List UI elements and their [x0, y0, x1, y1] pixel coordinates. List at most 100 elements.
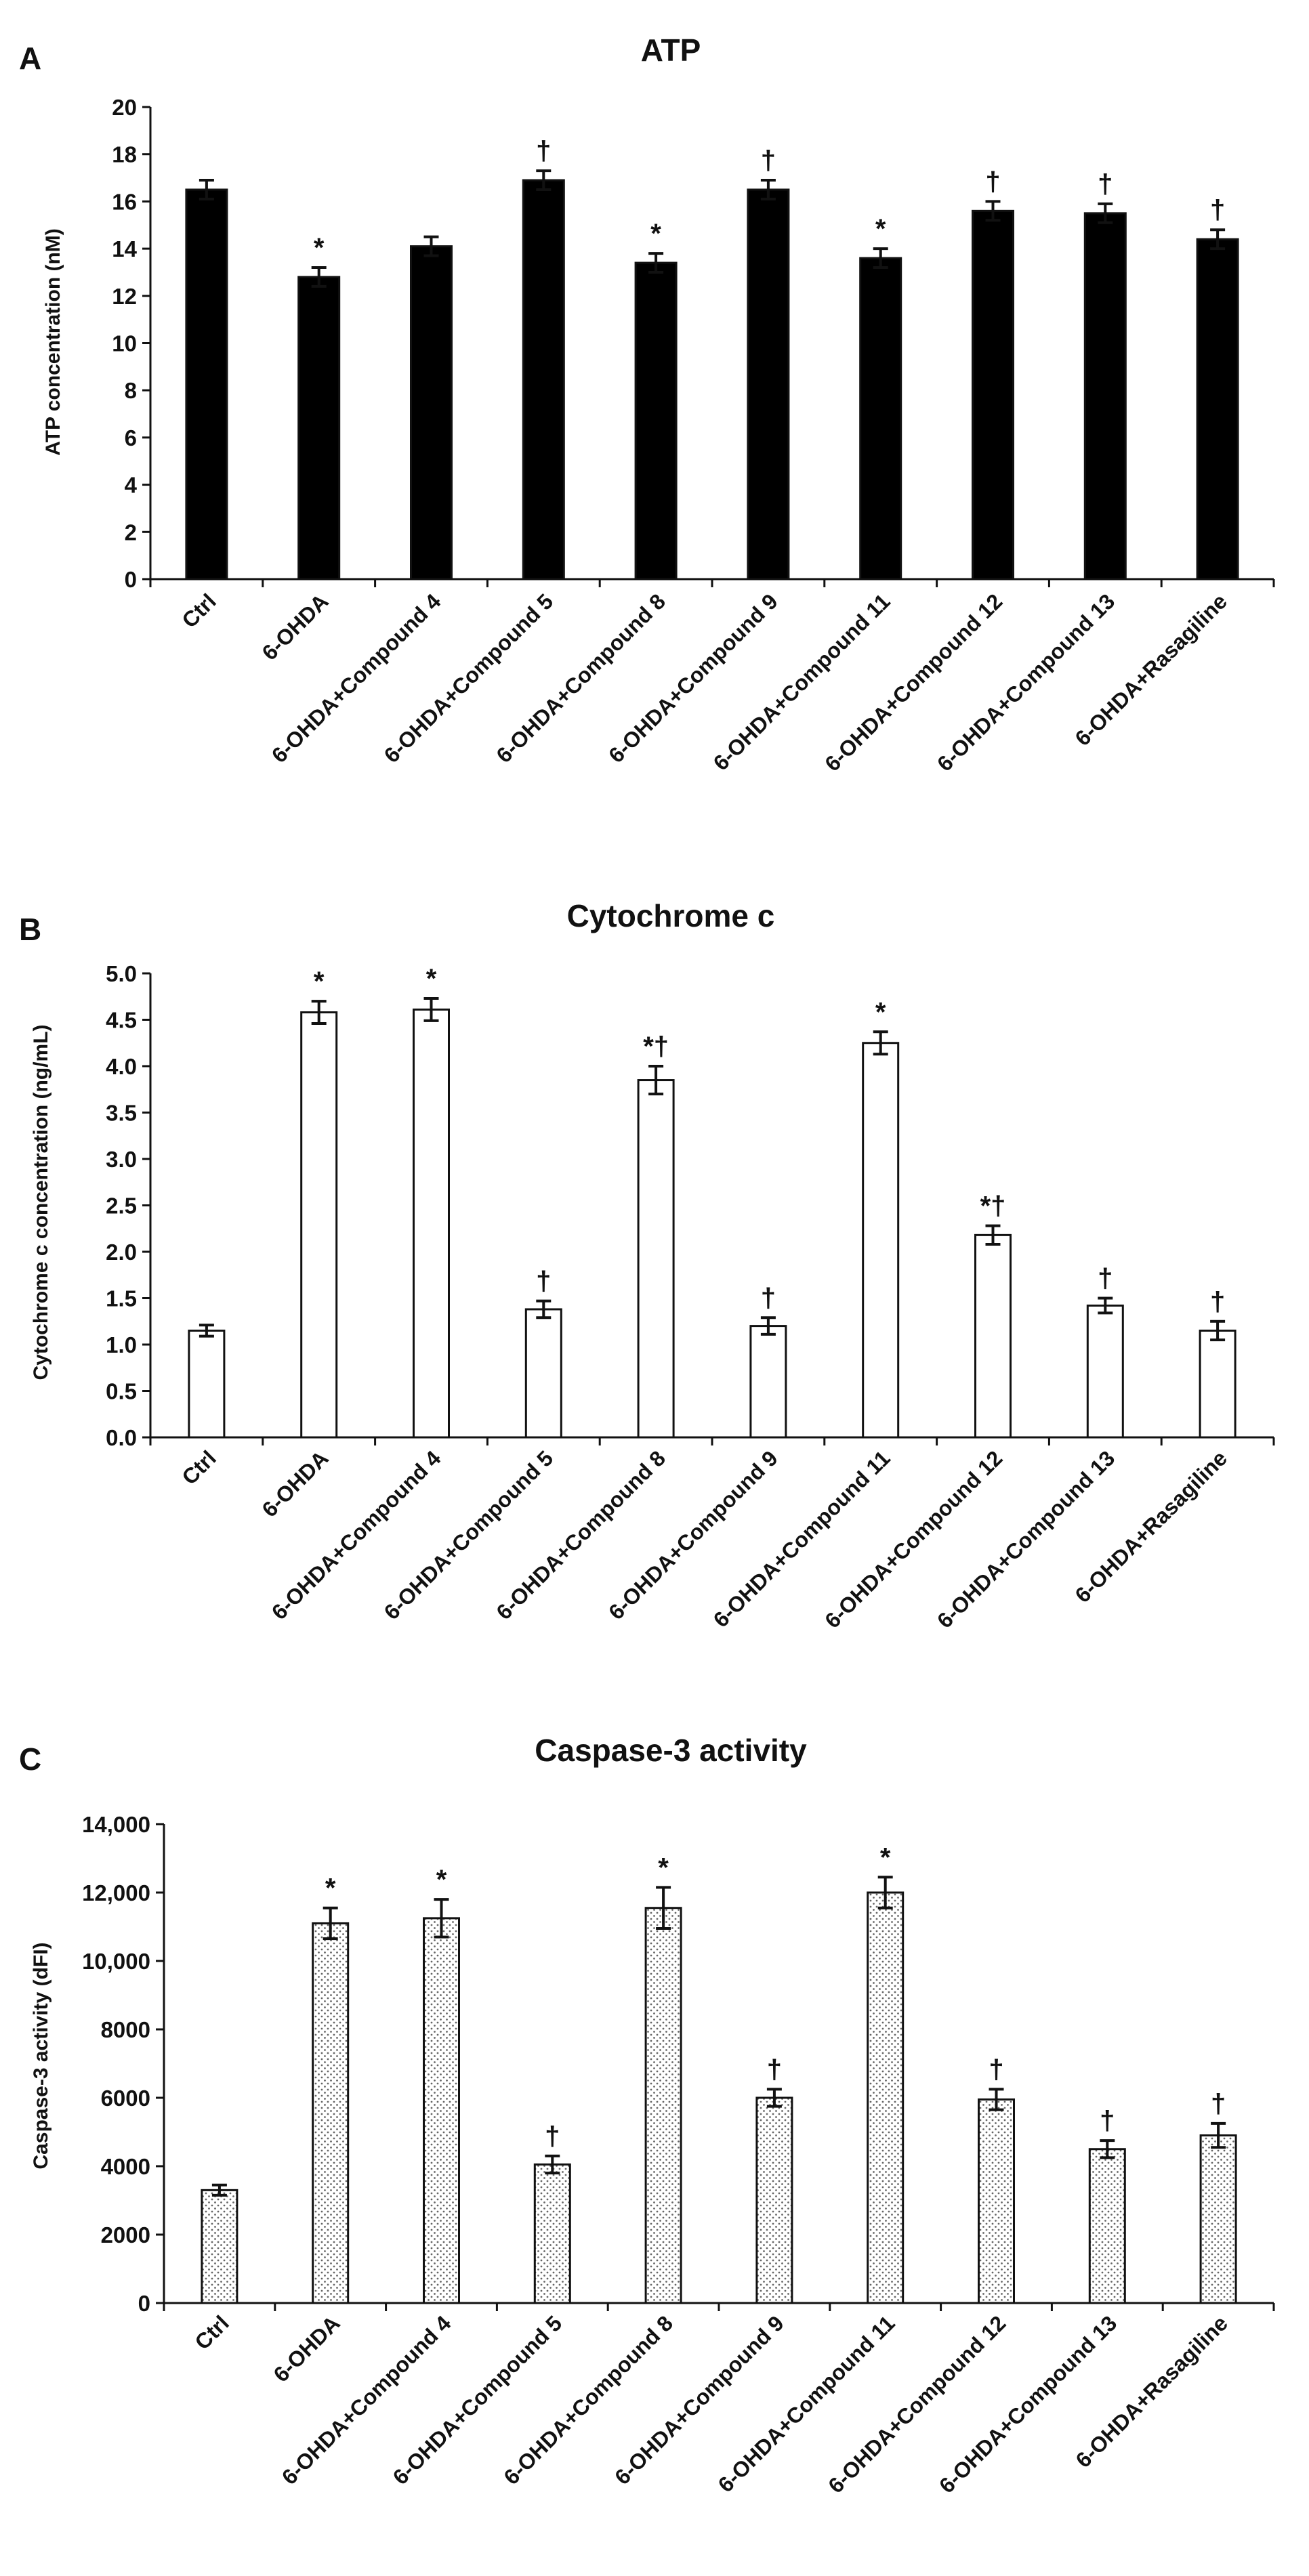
panel-b-significance-marker: * [426, 964, 437, 994]
panel-a-significance-marker: † [1210, 195, 1225, 225]
panel-a-error-bar [760, 179, 776, 200]
panel-c-error-bar [1100, 2139, 1115, 2159]
panel-c-bar [1199, 2134, 1237, 2304]
panel-c-y-tick-label: 14,000 [82, 1812, 150, 1837]
panel-a-error-bar [311, 266, 327, 288]
panel-a-bar [972, 209, 1014, 580]
panel-a-bar [859, 257, 902, 580]
panel-c-bar [978, 2098, 1015, 2304]
panel-a-category-label: 6-OHDA [257, 589, 333, 664]
panel-c-significance-marker: † [1211, 2089, 1226, 2119]
panel-a-y-ticks: 0 2 4 6 8 10 12 14 16 18 20 [112, 95, 1275, 592]
panel-c-y-ticks: 0 2000 4000 6000 8000 10,000 12,000 14,000 [82, 1812, 1275, 2316]
panel-b-error-bar [648, 1065, 664, 1096]
panel-c-error-bar [1211, 2121, 1226, 2149]
panel-c-error-bar [656, 1886, 671, 1930]
panel-b-category-label: Ctrl [177, 1445, 220, 1489]
panel-c-y-tick-label: 8000 [101, 2017, 150, 2042]
panel-b-category-label: 6-OHDA+Compound 13 [932, 1445, 1119, 1632]
panel-a-error-bar [199, 179, 214, 200]
panel-c-error-bar [766, 2088, 782, 2108]
panel-c-y-axis-label: Caspase-3 activity (dFI) [30, 1942, 52, 2169]
panel-c-error-bar [877, 1876, 893, 1909]
panel-c-bar [755, 2096, 793, 2304]
panel-a-error-bar [423, 235, 439, 257]
panel-c-significance-marker: † [1100, 2106, 1115, 2136]
panel-a-y-tick-label: 10 [112, 331, 137, 356]
panel-b-significance-marker: † [1098, 1264, 1113, 1294]
panel-a-bars [185, 179, 1239, 580]
panel-a-y-tick-label: 16 [112, 189, 137, 214]
panel-a-y-tick-label: 4 [125, 473, 138, 498]
panel-b-significance-marker: *† [980, 1191, 1006, 1221]
panel-b-bar [1086, 1304, 1124, 1439]
panel-a-category-label: 6-OHDA+Compound 12 [820, 589, 1007, 776]
panel-c-bar [201, 2189, 238, 2304]
panel-b-error-bar [1210, 1319, 1226, 1342]
panel-b-y-tick-label: 1.0 [106, 1332, 137, 1357]
panel-b: B Cytochrome c Cytochrome c concentratio… [19, 898, 1275, 1633]
panel-b-y-tick-label: 1.5 [106, 1286, 137, 1311]
panel-b-bars [188, 1008, 1237, 1439]
panel-a-bar [1196, 238, 1239, 580]
panel-c-y-tick-label: 6000 [101, 2086, 150, 2111]
panel-a-letter: A [19, 41, 41, 76]
panel-c-title: Caspase-3 activity [535, 1733, 807, 1768]
panel-a-y-tick-label: 2 [125, 520, 137, 545]
panel-b-significance-marker: † [1210, 1287, 1225, 1317]
panel-b-title: Cytochrome c [567, 898, 775, 933]
panel-c-error-bar [211, 2183, 227, 2197]
panel-c-category-label: 6-OHDA [268, 2310, 344, 2386]
panel-a-error-bar [648, 252, 664, 274]
panel-b-significance-marker: *† [643, 1032, 669, 1061]
panel-b-bar [749, 1325, 787, 1439]
panel-c-error-bar [545, 2154, 560, 2175]
panel-a-bar [1083, 212, 1127, 580]
panel-c-bar [644, 1907, 682, 2304]
panel-b-error-bar [873, 1030, 888, 1056]
panel-b-significance-marker: † [536, 1267, 551, 1296]
panel-a-significance-marker: † [1098, 169, 1113, 199]
panel-a-y-tick-label: 0 [125, 567, 137, 592]
panel-a-significance-marker: * [875, 214, 886, 244]
panel-c-significance-marker: † [767, 2054, 782, 2084]
panel-c-category-label: Ctrl [190, 2310, 233, 2354]
panel-c-annotations: * * † * † * † † † [325, 1842, 1226, 2151]
panel-b-y-tick-label: 4.0 [106, 1054, 137, 1079]
panel-b-y-axis-label: Cytochrome c concentration (ng/mL) [30, 1024, 52, 1380]
panel-c-y-tick-label: 4000 [101, 2154, 150, 2179]
panel-a-bar [634, 261, 678, 580]
panel-b-error-bar [760, 1316, 776, 1336]
panel-c-bar [312, 1922, 350, 2304]
panel-a-error-bar [873, 247, 888, 269]
panel-b-annotations: * *†*††**††† [314, 964, 1225, 1317]
panel-b-error-bar [311, 1000, 327, 1025]
panel-b-y-tick-label: 0.5 [106, 1379, 137, 1404]
panel-b-bar [188, 1329, 226, 1439]
panel-b-y-tick-label: 3.5 [106, 1101, 137, 1126]
panel-b-bar [862, 1042, 900, 1439]
panel-c-error-bar [434, 1898, 449, 1939]
panel-c-bars [201, 1891, 1237, 2304]
panel-c-significance-marker: † [989, 2054, 1003, 2084]
panel-a-bar [522, 179, 565, 580]
panel-c-category-label: 6-OHDA+Compound 12 [823, 2310, 1010, 2497]
panel-c-error-bar [323, 1906, 338, 1941]
panel-a-y-axis-label: ATP concentration (nM) [42, 228, 64, 456]
panel-b-y-tick-label: 5.0 [106, 961, 137, 986]
panel-b-error-bar [1098, 1296, 1113, 1315]
panel-a-significance-marker: * [650, 219, 661, 249]
panel-b-errorbars [199, 996, 1226, 1342]
panel-a-category-label: Ctrl [177, 589, 220, 632]
panel-b-letter: B [19, 912, 41, 947]
panel-c-y-tick-label: 10,000 [82, 1949, 150, 1974]
panel-a-error-bar [1210, 228, 1226, 251]
panel-c-significance-marker: * [436, 1865, 447, 1895]
panel-b-bar [524, 1308, 562, 1439]
panel-b-bar [974, 1233, 1012, 1439]
panel-b-error-bar [536, 1299, 552, 1319]
